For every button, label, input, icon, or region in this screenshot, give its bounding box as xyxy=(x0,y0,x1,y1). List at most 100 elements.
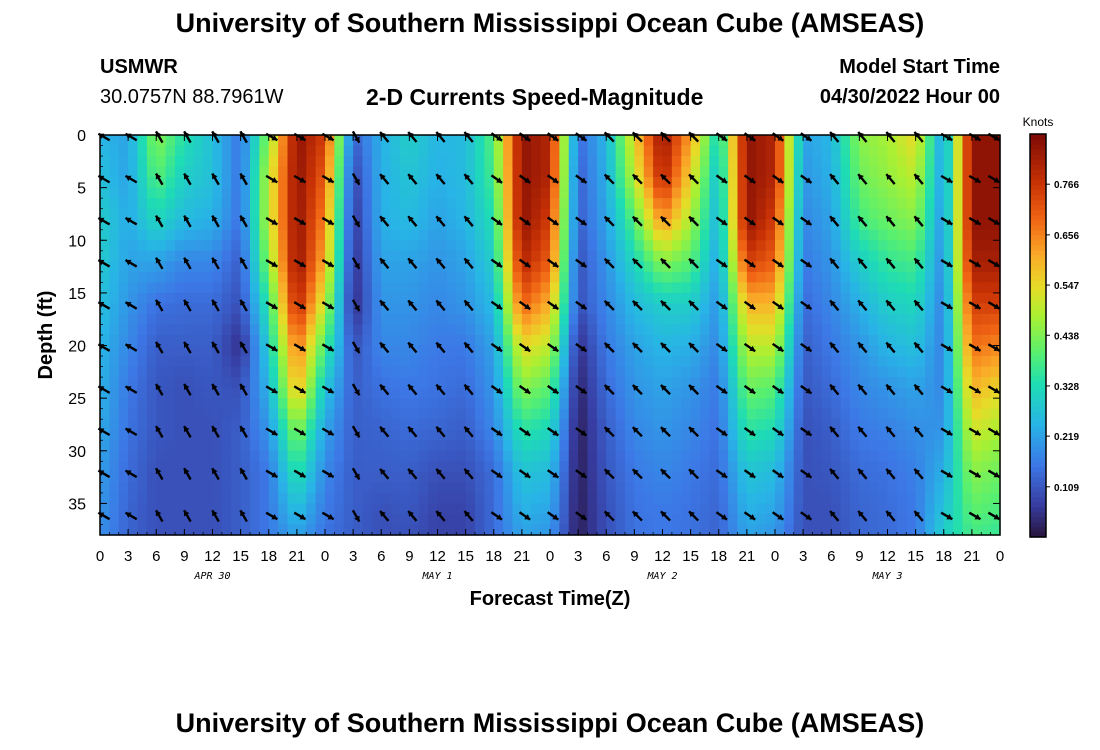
heatmap-cell xyxy=(906,471,917,483)
heatmap-cell xyxy=(737,271,748,283)
heatmap-cell xyxy=(990,156,1001,168)
heatmap-cell xyxy=(343,377,354,389)
heatmap-cell xyxy=(718,471,729,483)
heatmap-cell xyxy=(503,313,514,326)
heatmap-cell xyxy=(718,166,729,178)
heatmap-cell xyxy=(812,187,823,199)
heatmap-cell xyxy=(315,503,326,515)
heatmap-cell xyxy=(484,440,495,452)
heatmap-cell xyxy=(512,145,523,157)
heatmap-cell xyxy=(503,250,514,262)
heatmap-cell xyxy=(559,145,570,157)
heatmap-cell xyxy=(259,219,270,231)
heatmap-cell xyxy=(165,208,176,220)
heatmap-cell xyxy=(109,261,120,273)
colorbar-tick-label: 0.438 xyxy=(1054,331,1079,342)
colorbar-tick-label: 0.219 xyxy=(1054,432,1079,443)
heatmap-cell xyxy=(812,408,823,420)
heatmap-cell xyxy=(296,492,307,505)
heatmap-cell xyxy=(587,145,598,157)
heatmap-cell xyxy=(775,482,785,494)
heatmap-cell xyxy=(728,156,739,168)
heatmap-cell xyxy=(831,156,842,168)
heatmap-cell xyxy=(353,324,364,336)
heatmap-cell xyxy=(728,198,739,210)
heatmap-cell xyxy=(512,356,523,368)
heatmap-cell xyxy=(737,419,748,431)
heatmap-cell xyxy=(625,208,635,220)
heatmap-cell xyxy=(840,282,851,294)
heatmap-cell xyxy=(371,345,382,357)
current-arrow xyxy=(183,172,192,186)
heatmap-cell xyxy=(971,345,982,357)
heatmap-cell xyxy=(137,324,148,336)
colorbar-segment xyxy=(1030,446,1046,452)
heatmap-cell xyxy=(925,303,935,315)
heatmap-cell xyxy=(146,387,157,399)
heatmap-cell xyxy=(493,492,504,505)
heatmap-cell xyxy=(746,387,757,399)
heatmap-cell xyxy=(240,408,251,420)
heatmap-cell xyxy=(878,313,889,326)
heatmap-cell xyxy=(906,271,917,283)
heatmap-cell xyxy=(625,198,635,210)
heatmap-cell xyxy=(756,324,767,336)
current-arrow xyxy=(688,342,700,353)
heatmap-cell xyxy=(878,292,889,305)
heatmap-cell xyxy=(465,250,476,262)
heatmap-cell xyxy=(915,250,926,262)
heatmap-cell xyxy=(728,492,739,505)
heatmap-cell xyxy=(446,419,457,431)
heatmap-cell xyxy=(568,240,579,252)
heatmap-cell xyxy=(165,356,176,368)
x-tick-label: 9 xyxy=(405,548,413,565)
heatmap-cell xyxy=(943,229,954,241)
current-arrow xyxy=(800,342,813,353)
heatmap-cell xyxy=(606,356,617,368)
heatmap-cell xyxy=(175,377,185,389)
current-arrow xyxy=(154,214,164,228)
current-arrow xyxy=(885,468,896,480)
heatmap-cell xyxy=(465,229,476,241)
heatmap-cell xyxy=(446,250,457,262)
heatmap-cell xyxy=(765,408,776,420)
current-arrow xyxy=(829,257,840,270)
heatmap-cell xyxy=(334,345,345,357)
heatmap-cell xyxy=(737,282,748,294)
heatmap-cell xyxy=(231,356,242,368)
heatmap-cell xyxy=(737,303,748,315)
heatmap-cell xyxy=(737,208,748,220)
heatmap-cell xyxy=(859,335,870,347)
heatmap-cell xyxy=(334,377,345,389)
heatmap-cell xyxy=(493,313,504,326)
heatmap-cell xyxy=(756,313,767,326)
heatmap-cell xyxy=(475,324,485,336)
heatmap-cell xyxy=(325,513,335,526)
heatmap-cell xyxy=(146,292,157,305)
heatmap-cell xyxy=(259,335,270,347)
heatmap-cell xyxy=(371,240,382,252)
heatmap-cell xyxy=(531,366,542,378)
heatmap-cell xyxy=(578,303,589,315)
x-tick-label: 3 xyxy=(349,548,357,565)
heatmap-cell xyxy=(653,335,664,347)
heatmap-cell xyxy=(503,335,514,347)
heatmap-cell xyxy=(400,482,410,494)
heatmap-cell xyxy=(465,313,476,326)
heatmap-cell xyxy=(681,377,692,389)
heatmap-cell xyxy=(428,156,439,168)
heatmap-cell xyxy=(259,398,270,410)
heatmap-cell xyxy=(100,366,110,378)
heatmap-cell xyxy=(362,440,373,452)
heatmap-cell xyxy=(662,240,673,252)
heatmap-cell xyxy=(231,387,242,399)
heatmap-cell xyxy=(915,356,926,368)
heatmap-cell xyxy=(681,198,692,210)
heatmap-cell xyxy=(784,408,795,420)
heatmap-cell xyxy=(821,492,832,505)
heatmap-cell xyxy=(531,345,542,357)
heatmap-cell xyxy=(250,471,260,483)
heatmap-cell xyxy=(362,303,373,315)
heatmap-cell xyxy=(503,398,514,410)
heatmap-cell xyxy=(568,356,579,368)
